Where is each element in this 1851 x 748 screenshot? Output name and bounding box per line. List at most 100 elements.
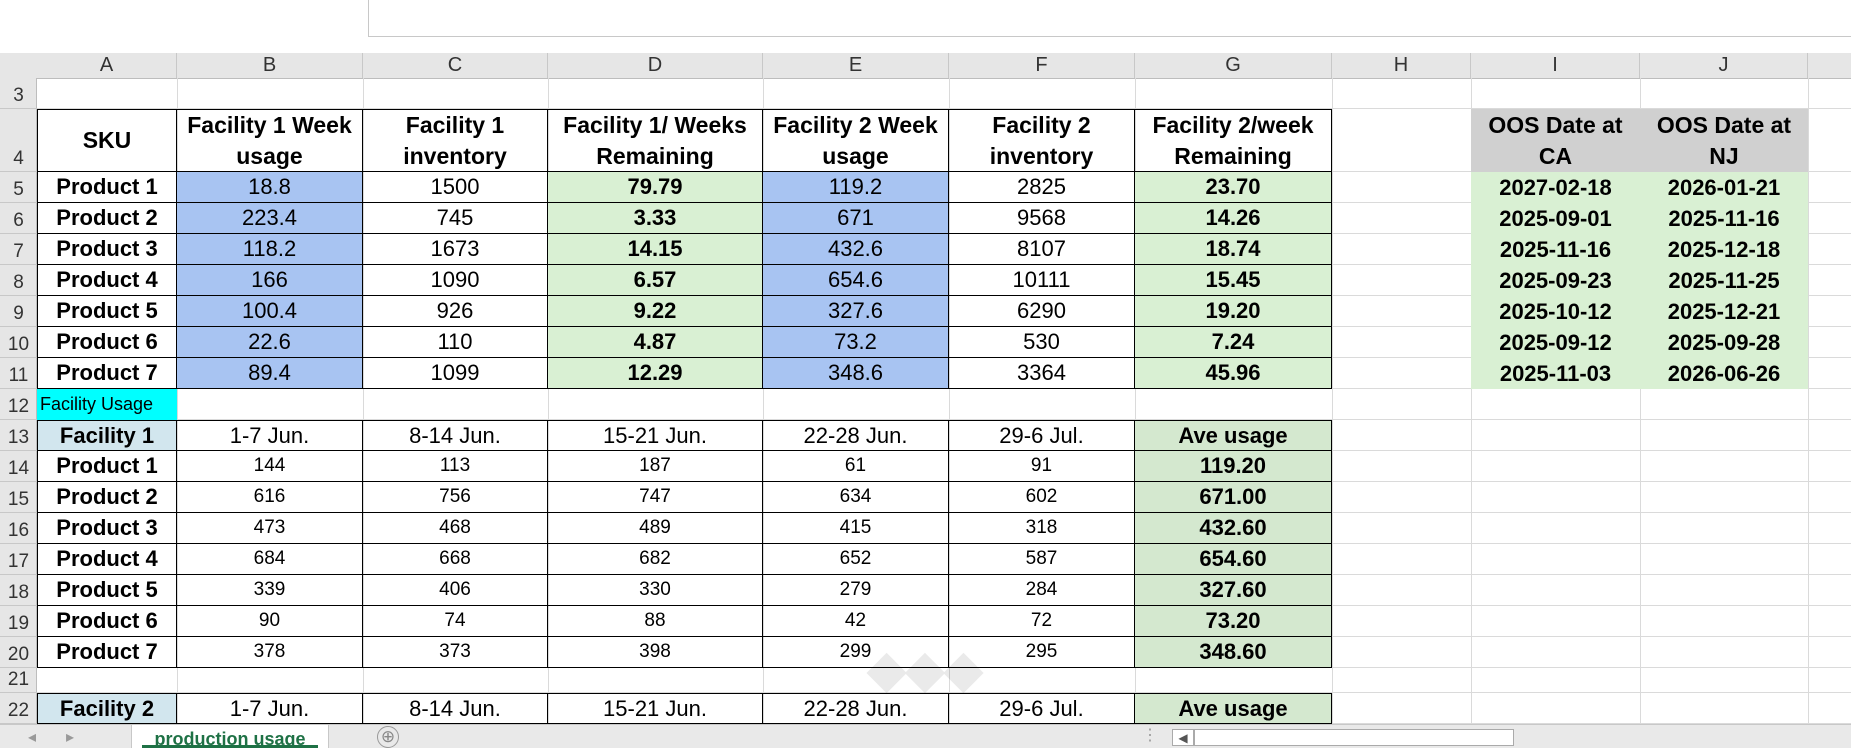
sheet-tab-production-usage[interactable]: production usage xyxy=(131,725,329,748)
sku-cell[interactable]: Product 5 xyxy=(37,296,177,327)
facility2-weeks-cell[interactable]: 18.74 xyxy=(1135,234,1332,265)
facility1-sku-cell[interactable]: Product 6 xyxy=(37,606,177,637)
facility2-usage-cell[interactable]: 348.6 xyxy=(763,358,949,389)
header-facility1-weeks[interactable]: Facility 1/ Weeks Remaining xyxy=(548,109,763,172)
facility2-usage-cell[interactable]: 119.2 xyxy=(763,172,949,203)
header-facility2-inventory[interactable]: Facility 2 inventory xyxy=(949,109,1135,172)
row-header[interactable]: 5 xyxy=(0,172,37,203)
facility2-week-header[interactable]: 15-21 Jun. xyxy=(548,693,763,724)
formula-bar[interactable] xyxy=(368,0,1851,37)
facility1-weeks-cell[interactable]: 79.79 xyxy=(548,172,763,203)
facility1-week-value[interactable]: 42 xyxy=(763,606,949,637)
facility1-sku-cell[interactable]: Product 3 xyxy=(37,513,177,544)
facility1-week-value[interactable]: 398 xyxy=(548,637,763,668)
oos-ca-cell[interactable]: 2025-10-12 xyxy=(1471,296,1640,327)
oos-ca-cell[interactable]: 2025-09-23 xyxy=(1471,265,1640,296)
facility1-week-header[interactable]: 15-21 Jun. xyxy=(548,420,763,451)
facility1-inventory-cell[interactable]: 110 xyxy=(363,327,548,358)
facility2-inventory-cell[interactable]: 530 xyxy=(949,327,1135,358)
facility1-week-header[interactable]: 29-6 Jul. xyxy=(949,420,1135,451)
facility1-week-value[interactable]: 682 xyxy=(548,544,763,575)
facility1-week-value[interactable]: 468 xyxy=(363,513,548,544)
facility1-inventory-cell[interactable]: 745 xyxy=(363,203,548,234)
facility1-usage-cell[interactable]: 18.8 xyxy=(177,172,363,203)
facility1-inventory-cell[interactable]: 1673 xyxy=(363,234,548,265)
column-header-d[interactable]: D xyxy=(548,53,763,78)
facility1-week-value[interactable]: 72 xyxy=(949,606,1135,637)
facility1-week-value[interactable]: 602 xyxy=(949,482,1135,513)
facility1-week-value[interactable]: 489 xyxy=(548,513,763,544)
facility1-weeks-cell[interactable]: 12.29 xyxy=(548,358,763,389)
facility1-inventory-cell[interactable]: 1090 xyxy=(363,265,548,296)
oos-ca-cell[interactable]: 2025-09-12 xyxy=(1471,327,1640,358)
facility1-week-value[interactable]: 299 xyxy=(763,637,949,668)
row-header[interactable]: 18 xyxy=(0,575,37,606)
facility2-title[interactable]: Facility 2 xyxy=(37,693,177,724)
facility1-week-value[interactable]: 279 xyxy=(763,575,949,606)
header-facility1-usage[interactable]: Facility 1 Week usage xyxy=(177,109,363,172)
tab-scroll-right-icon[interactable]: ▸ xyxy=(66,729,75,746)
facility1-week-value[interactable]: 415 xyxy=(763,513,949,544)
facility1-weeks-cell[interactable]: 6.57 xyxy=(548,265,763,296)
facility1-week-value[interactable]: 587 xyxy=(949,544,1135,575)
facility1-week-value[interactable]: 756 xyxy=(363,482,548,513)
column-header-h[interactable]: H xyxy=(1332,53,1471,78)
facility1-week-value[interactable]: 616 xyxy=(177,482,363,513)
facility1-usage-cell[interactable]: 223.4 xyxy=(177,203,363,234)
facility1-week-value[interactable]: 91 xyxy=(949,451,1135,482)
facility1-week-value[interactable]: 187 xyxy=(548,451,763,482)
header-facility1-inventory[interactable]: Facility 1 inventory xyxy=(363,109,548,172)
facility1-sku-cell[interactable]: Product 7 xyxy=(37,637,177,668)
row-header[interactable]: 7 xyxy=(0,234,37,265)
facility1-week-value[interactable]: 74 xyxy=(363,606,548,637)
facility1-week-header[interactable]: 22-28 Jun. xyxy=(763,420,949,451)
sku-cell[interactable]: Product 7 xyxy=(37,358,177,389)
facility1-ave-cell[interactable]: 348.60 xyxy=(1135,637,1332,668)
facility1-week-value[interactable]: 634 xyxy=(763,482,949,513)
column-header-c[interactable]: C xyxy=(363,53,548,78)
sku-cell[interactable]: Product 2 xyxy=(37,203,177,234)
facility2-usage-cell[interactable]: 432.6 xyxy=(763,234,949,265)
facility1-week-value[interactable]: 668 xyxy=(363,544,548,575)
facility2-inventory-cell[interactable]: 6290 xyxy=(949,296,1135,327)
facility1-weeks-cell[interactable]: 3.33 xyxy=(548,203,763,234)
facility1-week-header[interactable]: 8-14 Jun. xyxy=(363,420,548,451)
facility1-week-value[interactable]: 284 xyxy=(949,575,1135,606)
facility2-weeks-cell[interactable]: 7.24 xyxy=(1135,327,1332,358)
facility1-usage-cell[interactable]: 166 xyxy=(177,265,363,296)
facility2-weeks-cell[interactable]: 45.96 xyxy=(1135,358,1332,389)
facility2-week-header[interactable]: 22-28 Jun. xyxy=(763,693,949,724)
sku-cell[interactable]: Product 6 xyxy=(37,327,177,358)
column-header-f[interactable]: F xyxy=(949,53,1135,78)
facility2-week-header[interactable]: 1-7 Jun. xyxy=(177,693,363,724)
row-header[interactable]: 22 xyxy=(0,693,37,724)
facility2-weeks-cell[interactable]: 15.45 xyxy=(1135,265,1332,296)
facility2-usage-cell[interactable]: 654.6 xyxy=(763,265,949,296)
facility2-ave-header[interactable]: Ave usage xyxy=(1135,693,1332,724)
facility1-week-value[interactable]: 373 xyxy=(363,637,548,668)
header-oos-ca[interactable]: OOS Date at CA xyxy=(1471,109,1640,172)
facility2-inventory-cell[interactable]: 8107 xyxy=(949,234,1135,265)
horizontal-scrollbar[interactable] xyxy=(1194,729,1514,746)
row-header[interactable]: 9 xyxy=(0,296,37,327)
facility1-usage-cell[interactable]: 118.2 xyxy=(177,234,363,265)
facility1-ave-header[interactable]: Ave usage xyxy=(1135,420,1332,451)
facility1-week-value[interactable]: 339 xyxy=(177,575,363,606)
column-header-i[interactable]: I xyxy=(1471,53,1640,78)
oos-ca-cell[interactable]: 2025-11-03 xyxy=(1471,358,1640,389)
facility-usage-label[interactable]: Facility Usage xyxy=(37,389,177,420)
header-oos-nj[interactable]: OOS Date at NJ xyxy=(1640,109,1808,172)
facility2-inventory-cell[interactable]: 10111 xyxy=(949,265,1135,296)
facility2-weeks-cell[interactable]: 19.20 xyxy=(1135,296,1332,327)
facility1-ave-cell[interactable]: 327.60 xyxy=(1135,575,1332,606)
sku-cell[interactable]: Product 4 xyxy=(37,265,177,296)
facility1-usage-cell[interactable]: 22.6 xyxy=(177,327,363,358)
tab-split-handle-icon[interactable]: ⋮ xyxy=(1142,727,1158,744)
oos-nj-cell[interactable]: 2026-01-21 xyxy=(1640,172,1808,203)
hscroll-left-arrow-icon[interactable]: ◀ xyxy=(1172,729,1194,746)
oos-ca-cell[interactable]: 2025-09-01 xyxy=(1471,203,1640,234)
header-facility2-weeks[interactable]: Facility 2/week Remaining xyxy=(1135,109,1332,172)
facility1-week-value[interactable]: 330 xyxy=(548,575,763,606)
header-facility2-usage[interactable]: Facility 2 Week usage xyxy=(763,109,949,172)
facility2-weeks-cell[interactable]: 23.70 xyxy=(1135,172,1332,203)
